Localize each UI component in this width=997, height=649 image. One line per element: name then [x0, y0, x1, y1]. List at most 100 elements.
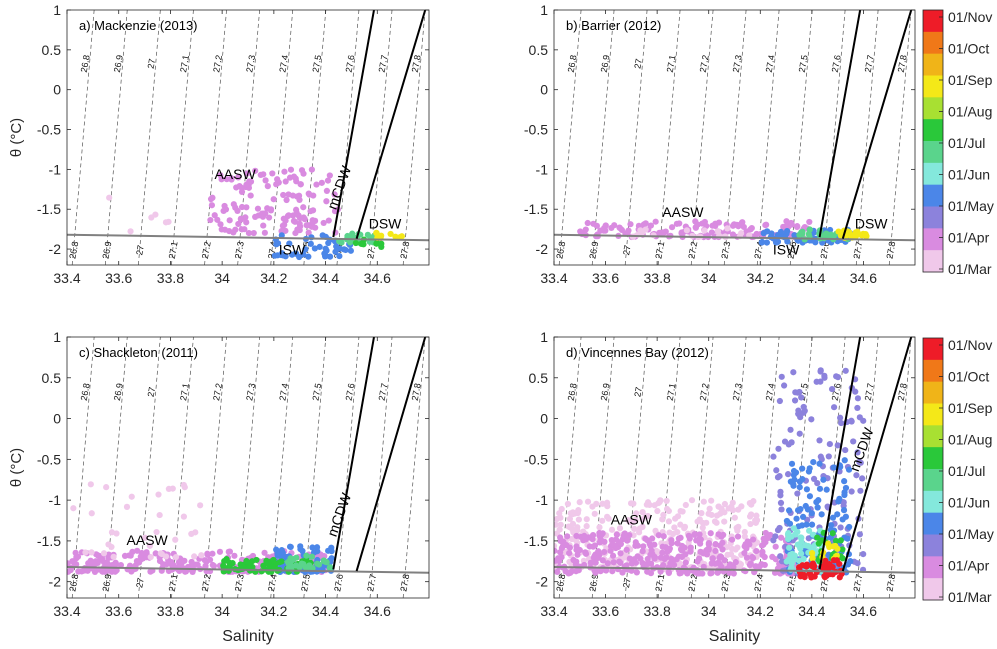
- data-point: [558, 554, 565, 561]
- data-point: [639, 509, 646, 516]
- data-point: [286, 174, 294, 181]
- data-point: [91, 568, 99, 575]
- isopycnal-label: 26.9: [587, 241, 600, 260]
- data-point: [781, 438, 789, 445]
- y-tick-label: -2: [49, 574, 62, 590]
- data-point: [651, 502, 658, 509]
- data-point: [568, 535, 576, 543]
- data-point: [780, 223, 787, 230]
- data-point: [697, 536, 704, 543]
- data-point: [616, 224, 623, 231]
- data-point: [558, 505, 565, 513]
- isopycnal-label: 27.5: [299, 573, 312, 592]
- data-point: [816, 485, 824, 492]
- data-point: [793, 515, 800, 522]
- isopycnal-label: 27.3: [719, 241, 732, 260]
- data-point: [706, 505, 713, 512]
- axes-frame: [553, 9, 916, 266]
- isopycnal-label: 26.9: [599, 382, 612, 401]
- isopycnal-label: 27.6: [344, 382, 357, 401]
- data-point: [105, 554, 112, 562]
- data-point: [699, 570, 706, 577]
- data-point: [627, 221, 634, 228]
- data-point: [554, 542, 558, 549]
- panel-title: d) Vincennes Bay (2012): [566, 345, 709, 360]
- data-point: [575, 516, 582, 523]
- data-point: [777, 499, 785, 506]
- data-point: [300, 251, 307, 258]
- data-point: [729, 536, 736, 543]
- data-point: [557, 549, 564, 556]
- data-point: [857, 459, 864, 466]
- colorbar-segment: [923, 512, 943, 535]
- isopycnal-label: 27.3: [244, 382, 257, 401]
- data-point: [628, 567, 635, 574]
- data-point: [223, 176, 230, 183]
- data-point: [594, 567, 601, 574]
- data-point: [696, 531, 703, 538]
- data-point: [623, 562, 630, 569]
- isopycnal-label: 27: [632, 386, 644, 398]
- y-axis-label: θ (°C): [8, 448, 25, 487]
- data-point: [839, 555, 846, 562]
- data-point: [123, 503, 131, 510]
- isopycnal-label: 27.7: [377, 54, 390, 73]
- data-point: [777, 228, 785, 235]
- data-point: [300, 204, 307, 211]
- isopycnal-label: 27: [621, 577, 633, 589]
- data-point: [609, 541, 616, 548]
- colorbar-segment: [923, 403, 943, 426]
- data-point: [249, 558, 256, 565]
- data-point: [237, 215, 244, 222]
- data-point: [678, 230, 685, 237]
- x-tick-label: 34.4: [798, 603, 825, 619]
- data-point: [661, 555, 668, 563]
- data-point: [837, 537, 844, 544]
- isopycnal-label: 27.8: [410, 54, 423, 73]
- data-point: [590, 220, 597, 227]
- data-point: [632, 516, 639, 524]
- data-point: [243, 181, 250, 188]
- x-tick-label: 34.6: [850, 603, 877, 619]
- isopycnal-label: 27.4: [277, 54, 290, 73]
- isopycnal-label: 27.6: [332, 573, 345, 592]
- data-point: [326, 172, 333, 179]
- data-point: [103, 484, 110, 491]
- data-point: [249, 552, 257, 560]
- data-point: [845, 466, 853, 473]
- data-point: [682, 559, 689, 566]
- data-point: [158, 550, 165, 558]
- x-tick-label: 34.2: [747, 270, 774, 286]
- isopycnal-line: [402, 337, 426, 598]
- data-point: [694, 221, 701, 228]
- data-point: [797, 505, 804, 513]
- axes-frame: [66, 9, 430, 266]
- data-point: [732, 546, 739, 553]
- isopycnal-label: 27.2: [686, 241, 699, 260]
- data-point: [685, 532, 692, 539]
- colorbar-segment: [923, 206, 943, 229]
- data-point: [230, 201, 237, 208]
- isopycnal-label: 26.9: [599, 54, 612, 73]
- isopycnal-label: 27.5: [310, 54, 323, 73]
- data-point: [700, 498, 707, 505]
- data-point: [830, 557, 838, 564]
- water-mass-label: AASW: [127, 532, 169, 548]
- data-point: [842, 446, 849, 454]
- data-point: [604, 513, 611, 520]
- isopycnal-label: 27.2: [698, 54, 711, 73]
- colorbar-label: 01/Jul: [948, 135, 985, 151]
- data-point: [650, 232, 657, 239]
- data-point: [829, 530, 836, 537]
- data-point: [854, 228, 861, 235]
- data-point: [148, 214, 155, 221]
- data-point: [753, 547, 760, 555]
- data-point: [798, 394, 805, 401]
- data-point: [576, 499, 583, 506]
- data-point: [753, 512, 760, 519]
- data-point: [325, 217, 332, 224]
- colorbar-label: 01/Nov: [948, 337, 992, 353]
- colorbar-label: 01/Apr: [948, 230, 990, 246]
- axes-frame: [553, 336, 916, 599]
- colorbar-segment: [923, 469, 943, 492]
